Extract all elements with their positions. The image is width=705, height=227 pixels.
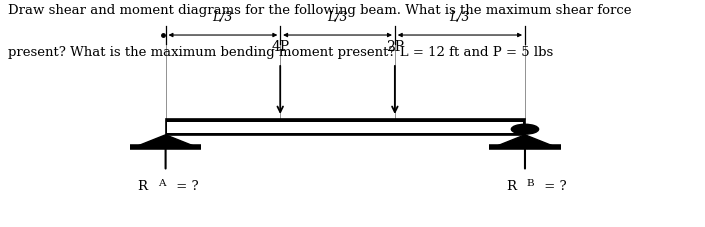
Text: 4P: 4P (271, 40, 289, 54)
Text: Draw shear and moment diagrams for the following beam. What is the maximum shear: Draw shear and moment diagrams for the f… (8, 4, 631, 17)
Polygon shape (495, 135, 555, 147)
Circle shape (511, 124, 539, 134)
Text: L/3: L/3 (450, 11, 470, 24)
Text: B: B (527, 179, 534, 188)
Bar (166, 119, 525, 135)
Text: 2P: 2P (386, 40, 404, 54)
Text: = ?: = ? (172, 180, 198, 193)
Text: R: R (506, 180, 516, 193)
Text: L/3: L/3 (327, 11, 348, 24)
Polygon shape (136, 135, 195, 147)
Text: R: R (137, 180, 148, 193)
Bar (168, 122, 523, 133)
Text: L/3: L/3 (213, 11, 233, 24)
Text: = ?: = ? (541, 180, 567, 193)
Text: A: A (158, 179, 166, 188)
Text: present? What is the maximum bending moment present? L = 12 ft and P = 5 lbs: present? What is the maximum bending mom… (8, 46, 553, 59)
